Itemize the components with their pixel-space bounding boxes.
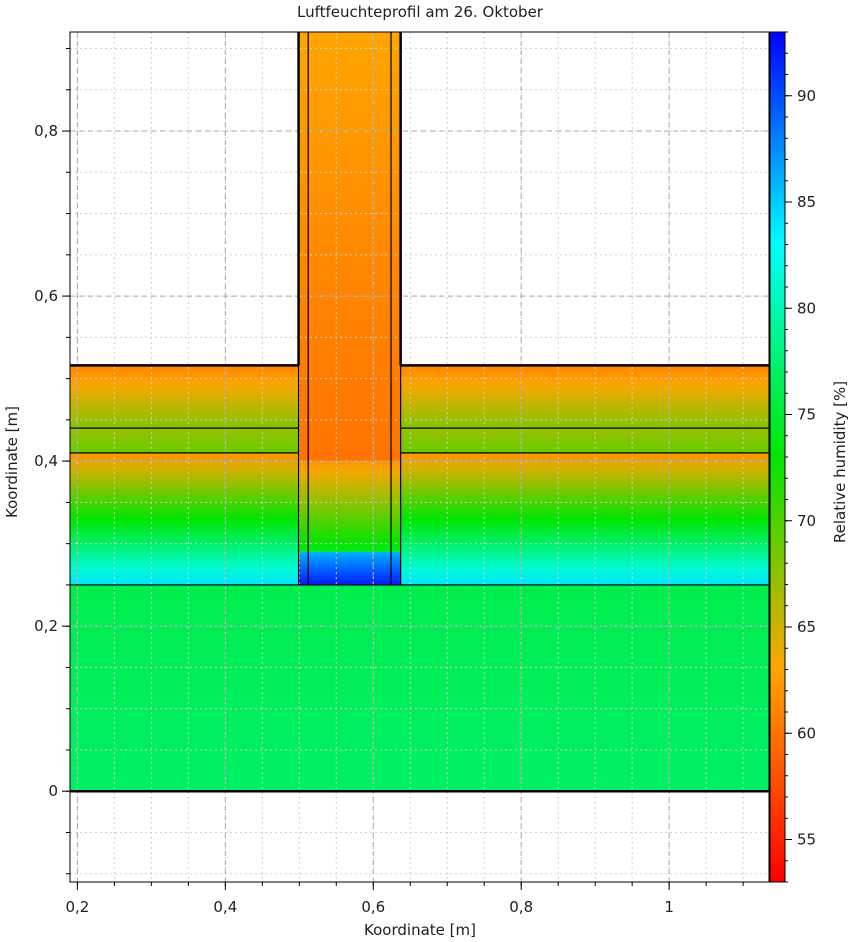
colorbar-tick-label: 65 bbox=[797, 618, 816, 636]
humidity-region bbox=[70, 584, 769, 792]
y-tick-label: 0,4 bbox=[34, 452, 58, 470]
y-tick-label: 0 bbox=[48, 782, 58, 800]
y-tick-label: 0,2 bbox=[34, 617, 58, 635]
grid-lines bbox=[70, 32, 769, 882]
humidity-region bbox=[70, 365, 299, 429]
x-tick-label: 0,6 bbox=[361, 898, 385, 916]
x-axis: 0,2 0,4 0,6 0,8 1 bbox=[65, 882, 744, 916]
colorbar-tick-label: 90 bbox=[797, 87, 816, 105]
colorbar-tick-label: 55 bbox=[797, 831, 816, 849]
colorbar-tick-label: 60 bbox=[797, 724, 816, 742]
x-tick-label: 1 bbox=[664, 898, 674, 916]
humidity-region bbox=[70, 452, 299, 585]
humidity-region bbox=[400, 428, 769, 453]
humidity-region bbox=[400, 365, 769, 429]
layer-boundaries bbox=[70, 32, 769, 793]
humidity-region bbox=[70, 428, 299, 453]
y-axis: 0 0,2 0,4 0,6 0,8 bbox=[34, 48, 70, 875]
humidity-region bbox=[298, 461, 401, 552]
x-axis-label: Koordinate [m] bbox=[364, 921, 476, 939]
colorbar-tick-label: 85 bbox=[797, 193, 816, 211]
plot-frame bbox=[69, 31, 770, 883]
humidity-region bbox=[400, 452, 769, 585]
y-tick-label: 0,8 bbox=[34, 122, 58, 140]
colorbar-tick-label: 70 bbox=[797, 512, 816, 530]
colorbar-scale bbox=[769, 31, 786, 883]
colorbar-tick-label: 80 bbox=[797, 299, 816, 317]
y-tick-label: 0,6 bbox=[34, 287, 58, 305]
chart-title: Luftfeuchteprofil am 26. Oktober bbox=[297, 3, 543, 21]
x-tick-label: 0,2 bbox=[65, 898, 89, 916]
colorbar: 55 60 65 70 75 80 85 90 bbox=[769, 31, 816, 883]
humidity-regions bbox=[70, 32, 769, 792]
x-tick-label: 0,4 bbox=[213, 898, 237, 916]
humidity-region bbox=[298, 32, 401, 297]
x-tick-label: 0,8 bbox=[509, 898, 533, 916]
humidity-region bbox=[298, 551, 401, 585]
colorbar-tick-label: 75 bbox=[797, 406, 816, 424]
